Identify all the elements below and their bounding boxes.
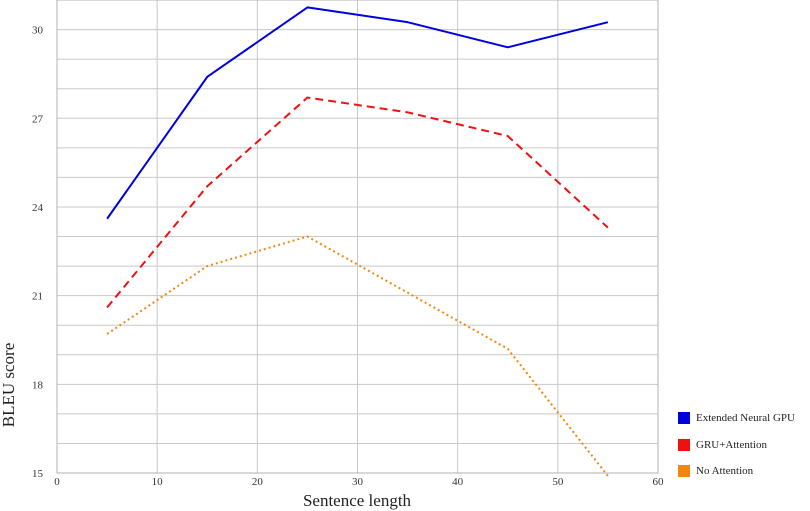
legend-label: No Attention [696, 465, 754, 478]
legend-item: Extended Neural GPU [678, 405, 808, 432]
y-tick-label: 30 [32, 25, 44, 37]
y-tick-label: 18 [32, 379, 44, 391]
x-tick-label: 60 [653, 476, 665, 488]
x-tick-label: 10 [152, 476, 164, 488]
x-tick-label: 50 [552, 476, 564, 488]
legend-label: GRU+Attention [696, 438, 767, 451]
legend-item: GRU+Attention [678, 432, 808, 459]
series-lines [106, 6, 609, 477]
y-tick-label: 24 [32, 202, 44, 214]
legend-swatch [678, 412, 690, 425]
grid-lines [56, 0, 659, 474]
x-tick-label: 30 [352, 476, 364, 488]
legend: Extended Neural GPU GRU+Attention No Att… [678, 405, 808, 485]
series-line [106, 6, 609, 220]
legend-label: Extended Neural GPU [696, 412, 795, 425]
legend-item: No Attention [678, 458, 808, 485]
x-tick-label: 20 [252, 476, 264, 488]
y-tick-label: 21 [32, 291, 43, 303]
plot-frame [56, 0, 659, 474]
series-line [106, 96, 609, 309]
series-line [106, 235, 609, 477]
tick-labels: 0 10 20 30 40 50 60 15 18 21 24 27 30 [32, 25, 664, 488]
legend-swatch [678, 438, 690, 451]
x-axis-label: Sentence length [303, 491, 412, 510]
y-tick-label: 27 [32, 113, 44, 125]
y-tick-label: 15 [32, 468, 44, 480]
legend-swatch [678, 465, 690, 478]
y-axis-label: BLEU score [0, 343, 18, 428]
x-tick-label: 0 [54, 476, 60, 488]
x-tick-label: 40 [452, 476, 464, 488]
